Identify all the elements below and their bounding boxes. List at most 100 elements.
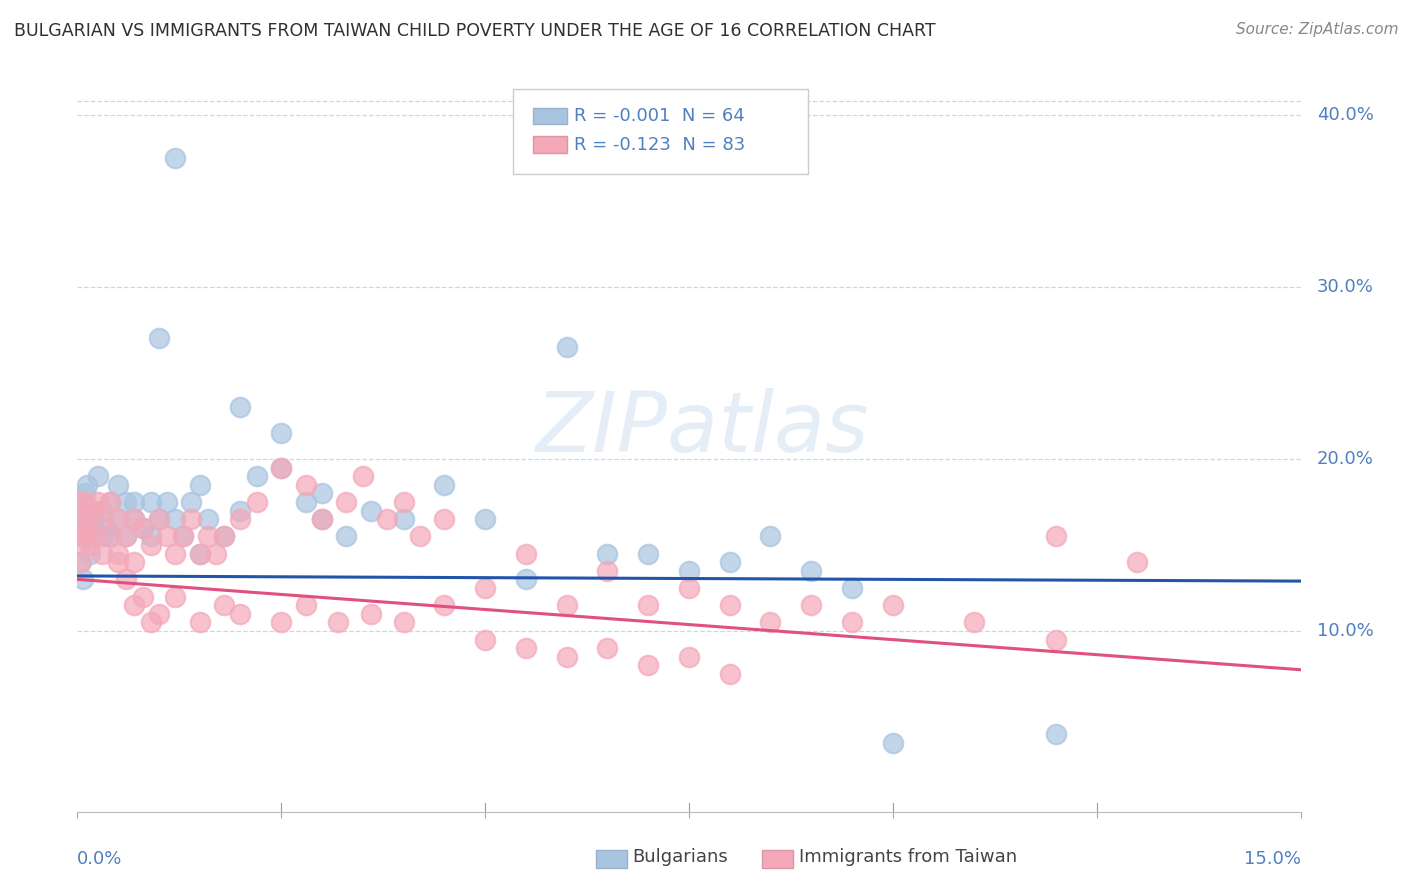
Point xyxy=(294,598,316,612)
Text: R = -0.123  N = 83: R = -0.123 N = 83 xyxy=(574,136,745,153)
Point xyxy=(375,512,398,526)
Point xyxy=(294,495,316,509)
Point xyxy=(75,486,97,500)
Point xyxy=(596,641,619,656)
Point xyxy=(1045,529,1067,543)
Point xyxy=(882,736,904,750)
Point xyxy=(172,529,194,543)
Point xyxy=(90,529,112,543)
Point xyxy=(311,512,333,526)
Point xyxy=(148,607,170,621)
Point xyxy=(165,547,187,561)
Point xyxy=(139,529,162,543)
Point xyxy=(107,512,129,526)
Point xyxy=(70,512,93,526)
Point xyxy=(197,529,219,543)
Point xyxy=(115,495,138,509)
Point xyxy=(212,598,235,612)
Text: Immigrants from Taiwan: Immigrants from Taiwan xyxy=(799,848,1017,866)
Point xyxy=(188,547,211,561)
Text: 0.0%: 0.0% xyxy=(77,849,122,868)
Point xyxy=(67,495,90,509)
Point xyxy=(392,495,415,509)
Point xyxy=(107,547,129,561)
Point xyxy=(67,503,90,517)
Point xyxy=(678,649,700,664)
Point xyxy=(70,529,93,543)
Point xyxy=(75,495,97,509)
Point xyxy=(139,495,162,509)
Point xyxy=(360,607,382,621)
Point xyxy=(229,401,252,415)
Point xyxy=(87,495,110,509)
Point xyxy=(69,521,91,535)
Point xyxy=(115,573,138,587)
Point xyxy=(229,607,252,621)
Point xyxy=(205,547,228,561)
Point xyxy=(72,573,94,587)
Point xyxy=(87,469,110,483)
Point xyxy=(94,521,117,535)
Point xyxy=(83,521,105,535)
Point xyxy=(70,555,93,569)
Point xyxy=(124,512,146,526)
Point xyxy=(107,477,129,491)
Point xyxy=(148,512,170,526)
Point xyxy=(98,529,121,543)
Point xyxy=(963,615,986,630)
Text: 30.0%: 30.0% xyxy=(1317,277,1374,296)
Point xyxy=(1045,727,1067,741)
Point xyxy=(107,555,129,569)
Point xyxy=(83,503,105,517)
Point xyxy=(229,512,252,526)
Point xyxy=(678,581,700,595)
Point xyxy=(79,512,101,526)
Point xyxy=(172,529,194,543)
Point xyxy=(637,598,659,612)
Text: 20.0%: 20.0% xyxy=(1317,450,1374,468)
Point xyxy=(148,512,170,526)
Point xyxy=(718,598,741,612)
Point xyxy=(180,512,202,526)
Point xyxy=(718,555,741,569)
Point xyxy=(98,495,121,509)
Point xyxy=(73,503,96,517)
Point xyxy=(72,529,94,543)
Point xyxy=(124,555,146,569)
Point xyxy=(270,615,292,630)
Point xyxy=(70,495,93,509)
Point xyxy=(1126,555,1149,569)
Point xyxy=(841,581,863,595)
Point xyxy=(188,477,211,491)
Point xyxy=(115,529,138,543)
Point xyxy=(148,331,170,345)
Point xyxy=(474,581,496,595)
Point xyxy=(79,538,101,552)
Point xyxy=(555,598,578,612)
Text: Bulgarians: Bulgarians xyxy=(633,848,728,866)
Point xyxy=(139,538,162,552)
Point xyxy=(73,512,96,526)
Point xyxy=(131,521,153,535)
Point xyxy=(311,512,333,526)
Point xyxy=(433,512,456,526)
Point xyxy=(75,529,97,543)
Point xyxy=(637,547,659,561)
Point xyxy=(188,615,211,630)
Point xyxy=(229,503,252,517)
Point xyxy=(124,495,146,509)
Point xyxy=(115,529,138,543)
Point xyxy=(90,503,112,517)
Point xyxy=(131,521,153,535)
Point xyxy=(165,590,187,604)
Point xyxy=(76,477,98,491)
Point xyxy=(678,564,700,578)
Point xyxy=(76,521,98,535)
Point xyxy=(90,512,112,526)
Point xyxy=(69,521,91,535)
Point xyxy=(841,615,863,630)
Point xyxy=(718,667,741,681)
Point xyxy=(180,495,202,509)
Point xyxy=(107,512,129,526)
Point xyxy=(131,590,153,604)
